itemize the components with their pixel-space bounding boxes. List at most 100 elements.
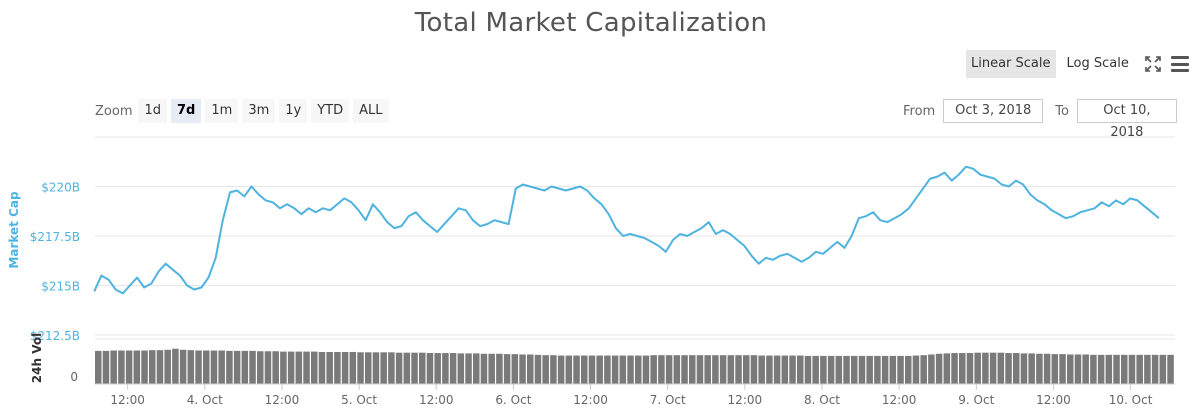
volume-bar [149,350,156,384]
volume-bar [141,350,148,384]
zoom-1d-button[interactable]: 1d [138,99,168,123]
range-from-input[interactable]: Oct 3, 2018 [943,99,1044,123]
zoom-7d-button[interactable]: 7d [171,99,202,123]
volume-bar [851,355,858,384]
zoom-1m-button[interactable]: 1m [205,99,239,123]
volume-bar [565,355,573,384]
volume-bar [696,355,704,384]
zoom-ytd-button[interactable]: YTD [311,99,350,123]
volume-bar [449,353,457,384]
volume-bar [503,354,511,384]
volume-bar [125,350,133,384]
volume-bar [1113,354,1120,384]
volume-bar [1028,353,1035,384]
volume-y-tick: 0 [70,370,78,384]
volume-bar [959,353,966,384]
volume-bar [665,355,673,384]
volume-bar [812,355,819,384]
y-tick-label: $212.5B [30,329,80,343]
volume-bar [1020,353,1028,384]
range-to-input[interactable]: Oct 10, 2018 [1076,99,1177,140]
volume-bar [457,353,465,384]
volume-bar [928,354,935,384]
chart-title: Total Market Capitalization [414,8,768,38]
volume-bar [619,355,627,384]
volume-bar [1043,353,1051,384]
x-tick-label: 12:00 [265,393,300,407]
volume-bar [943,353,951,384]
volume-bar [334,351,341,384]
x-tick-label: 7. Oct [650,393,686,407]
volume-bar [673,355,681,384]
volume-bar [920,355,927,384]
volume-bar [743,355,750,384]
volume-bar [380,352,387,384]
volume-bar [1013,353,1020,384]
volume-bar [642,355,650,384]
y-axis: $220B $217.5B $215B $212.5B [30,181,80,344]
volume-bar [365,352,372,384]
volume-bar [426,353,434,384]
volume-bar [681,355,688,384]
range-from-label: From [903,103,936,119]
volume-bar [797,355,804,384]
hamburger-menu-icon[interactable] [1170,56,1189,72]
volume-bars [95,348,1175,385]
volume-bar [187,350,195,384]
volume-axis-title: 24h Vol [30,333,44,383]
fullscreen-icon[interactable] [1144,55,1162,73]
volume-bar [727,355,735,384]
volume-bar [511,354,519,384]
volume-bar [341,351,349,384]
volume-bar [750,355,758,384]
zoom-3m-button[interactable]: 3m [242,99,276,123]
volume-bar [905,355,912,384]
volume-bar [195,350,202,384]
linear-scale-button[interactable]: Linear Scale [966,50,1056,78]
range-to-label: To [1055,103,1069,119]
volume-bar [781,355,789,384]
zoom-selector: Zoom 1d 7d 1m 3m 1y YTD ALL [95,99,393,123]
volume-bar [588,355,596,384]
volume-bar [179,349,187,384]
volume-bar [627,355,634,384]
volume-bar [897,355,904,384]
volume-bar [1151,354,1159,384]
volume-bar [164,349,171,384]
volume-bar [1128,354,1136,384]
zoom-all-button[interactable]: ALL [353,99,389,123]
volume-bar [997,352,1005,384]
x-axis: 12:00 4. Oct 12:00 5. Oct 12:00 6. Oct 12:00 7.… [110,384,1153,407]
volume-bar [403,352,411,384]
volume-bar [974,352,981,384]
volume-bar [411,352,418,384]
volume-bar [442,353,449,384]
volume-bar [388,352,395,384]
y-tick-label: $220B [41,181,80,195]
volume-bar [133,350,141,384]
volume-bar [241,350,249,384]
volume-bar [542,355,549,384]
volume-bar [804,355,812,384]
volume-bar [473,353,480,384]
log-scale-button[interactable]: Log Scale [1066,56,1129,71]
x-tick-label: 6. Oct [495,393,531,407]
volume-bar [1067,354,1074,384]
volume-bar [1121,354,1128,384]
x-tick-label: 12:00 [110,393,145,407]
volume-bar [789,355,796,384]
volume-bar [758,355,765,384]
volume-bar [226,350,233,384]
volume-bar [773,355,781,384]
volume-bar [1144,354,1151,384]
volume-bar [658,355,665,384]
x-tick-label: 12:00 [573,393,608,407]
volume-bar [264,351,272,384]
volume-bar [372,352,380,384]
x-tick-label: 8. Oct [804,393,840,407]
volume-bar [102,350,110,384]
volume-bar [488,353,495,384]
volume-bar [889,355,897,384]
volume-bar [951,353,958,384]
zoom-1y-button[interactable]: 1y [279,99,308,123]
